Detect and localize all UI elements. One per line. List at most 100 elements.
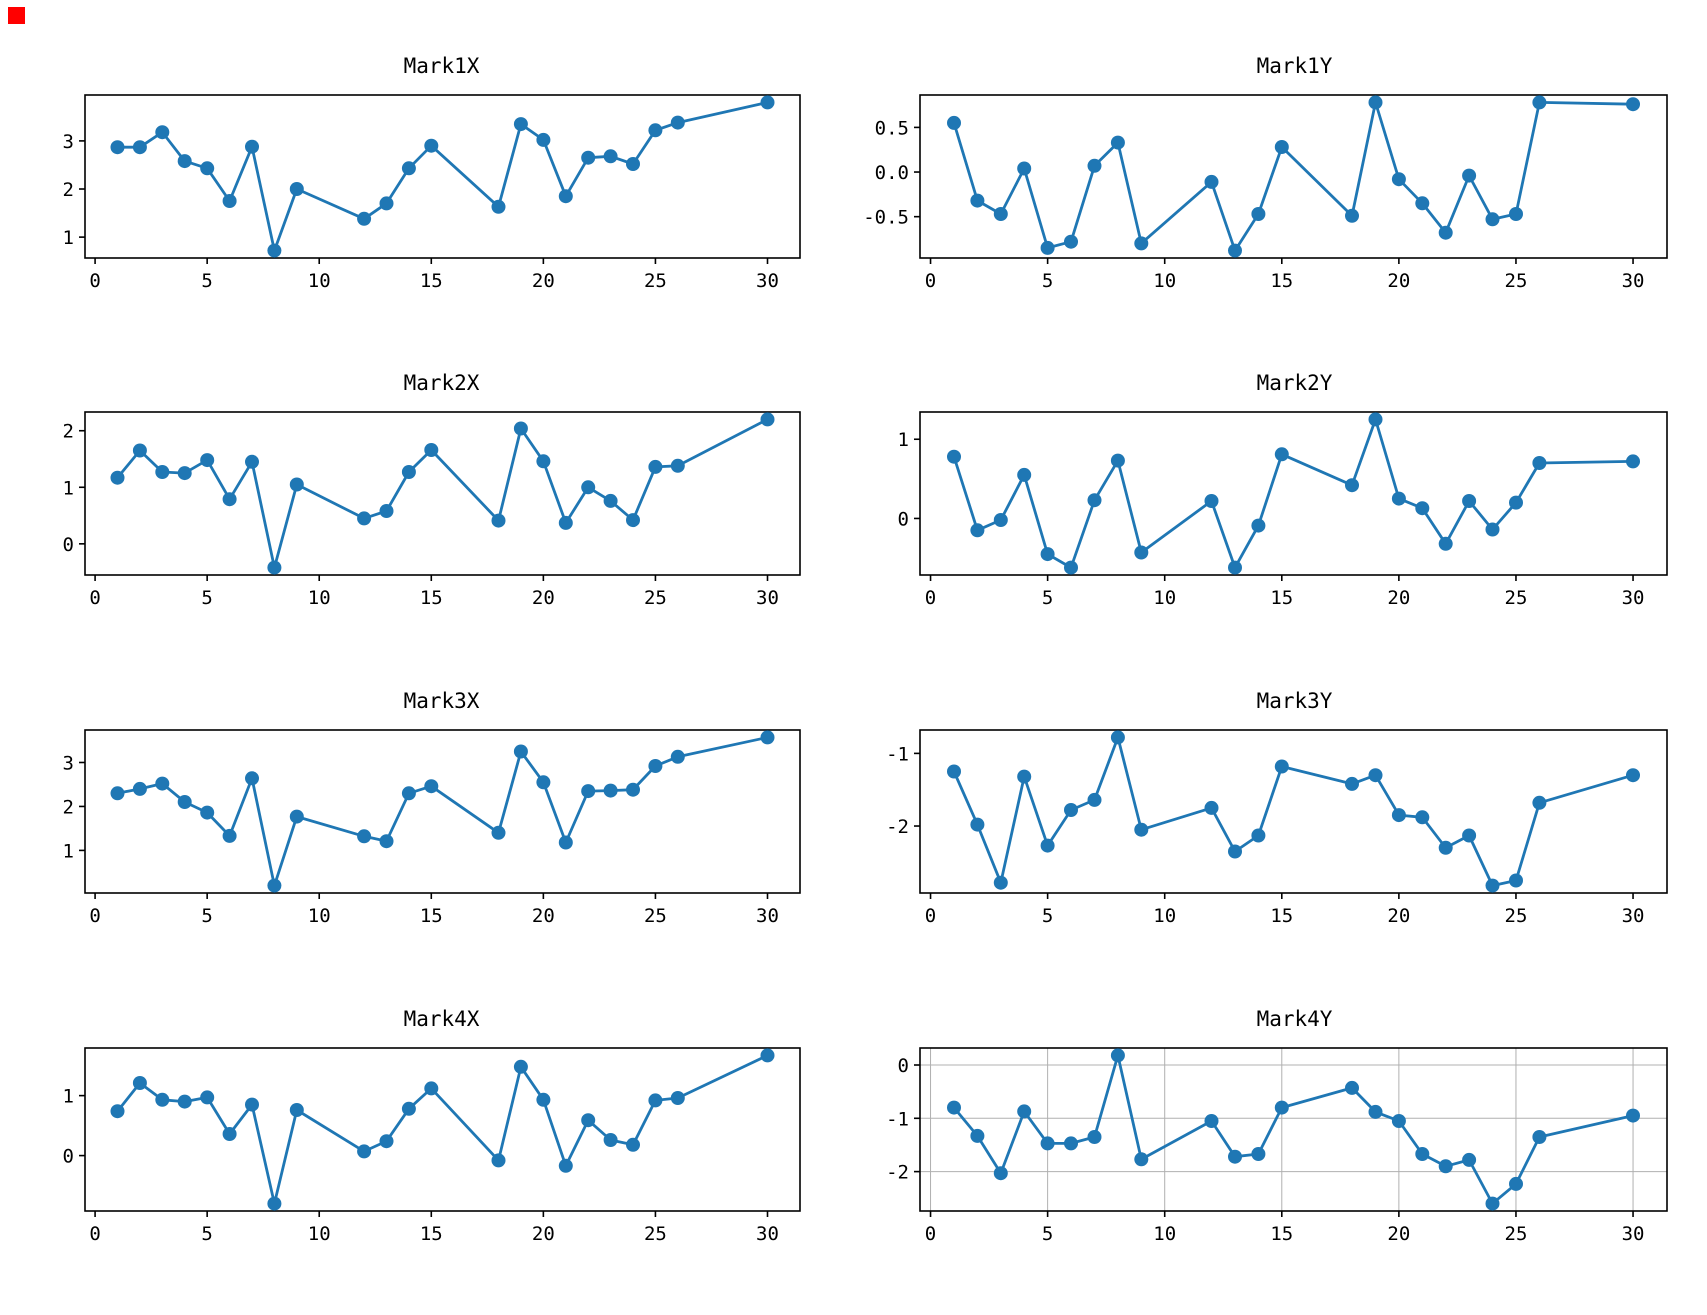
data-point	[357, 511, 372, 526]
data-point	[289, 809, 304, 824]
data-point	[1485, 878, 1500, 893]
data-point	[401, 465, 416, 479]
data-point	[1228, 560, 1242, 575]
data-point	[424, 1081, 439, 1096]
x-tick-label: 10	[308, 1223, 331, 1245]
data-point	[200, 1090, 215, 1105]
chart-panel-mark2x: Mark2X 0 5 10 15 20 25 30 0 1 2	[0, 317, 854, 647]
data-point	[401, 1101, 416, 1116]
data-point	[132, 1076, 147, 1090]
data-point	[970, 523, 985, 538]
series-line	[116, 418, 769, 569]
data-point	[222, 492, 237, 507]
data-point	[648, 1093, 663, 1108]
x-tick-label: 0	[925, 905, 936, 927]
axes-border	[84, 94, 801, 259]
y-tick-label: -0.5	[863, 207, 909, 229]
data-point	[1391, 491, 1406, 506]
x-tick-label: 15	[420, 905, 443, 927]
data-point	[603, 783, 618, 798]
data-point	[1626, 1108, 1640, 1123]
series-markers	[947, 1048, 1640, 1211]
data-point	[1415, 810, 1430, 825]
data-point	[401, 161, 416, 176]
x-tick-label: 5	[1042, 587, 1053, 609]
data-point	[267, 243, 282, 258]
x-tick-label: 10	[1153, 587, 1176, 609]
x-tick-label: 15	[420, 270, 443, 292]
series-line	[952, 418, 1635, 569]
data-point	[1251, 207, 1266, 221]
data-point	[760, 95, 775, 110]
x-tick-label: 10	[308, 587, 331, 609]
x-tick-label: 5	[1042, 1223, 1053, 1245]
x-tick-label: 30	[756, 1223, 779, 1245]
data-point	[289, 1103, 304, 1117]
data-point	[1391, 808, 1406, 823]
data-point	[424, 443, 439, 457]
series-line	[952, 1054, 1635, 1205]
data-point	[1017, 161, 1032, 176]
x-tick-label: 0	[89, 1223, 100, 1245]
x-tick-label: 15	[1270, 270, 1293, 292]
data-point	[1087, 792, 1102, 807]
data-point	[1509, 873, 1523, 888]
data-point	[1368, 412, 1383, 427]
series-line	[952, 736, 1635, 887]
y-tick-label: 2	[63, 421, 74, 443]
data-point	[581, 480, 596, 495]
data-point	[1345, 776, 1359, 791]
data-point	[1626, 768, 1640, 783]
x-tick-label: 5	[201, 587, 212, 609]
data-point	[1438, 1159, 1453, 1174]
data-point	[424, 779, 439, 794]
data-point	[1134, 1152, 1149, 1167]
chart-panel-mark1x: Mark1X 0 5 10 15 20 25 30 1 2 3	[0, 0, 854, 330]
data-point	[626, 157, 640, 171]
data-point	[1017, 769, 1032, 784]
data-point	[132, 443, 147, 458]
data-point	[626, 1137, 640, 1152]
data-point	[1087, 158, 1102, 173]
chart-panel-mark3x: Mark3X 0 5 10 15 20 25 30 1 2 3	[0, 635, 854, 965]
x-tick-label: 15	[1270, 1223, 1293, 1245]
data-point	[222, 828, 237, 843]
data-point	[1040, 838, 1055, 853]
data-point	[155, 776, 170, 791]
x-tick-label: 25	[1505, 270, 1528, 292]
data-point	[289, 182, 304, 196]
y-tick-label: 1	[898, 429, 909, 451]
x-tick-label: 15	[1270, 587, 1293, 609]
y-tick-label: 2	[63, 179, 74, 201]
data-point	[670, 458, 685, 473]
data-point	[603, 493, 618, 508]
data-point	[1110, 730, 1125, 745]
data-point	[1110, 453, 1125, 468]
x-tick-label: 20	[532, 587, 555, 609]
data-point	[1368, 1104, 1383, 1119]
data-point	[581, 784, 596, 799]
data-point	[379, 1134, 394, 1149]
data-point	[177, 466, 192, 481]
data-point	[267, 560, 282, 575]
x-tick-label: 20	[532, 905, 555, 927]
data-point	[245, 454, 259, 469]
y-tick-label: -2	[886, 1162, 909, 1184]
x-tick-label: 30	[756, 587, 779, 609]
data-point	[379, 834, 394, 849]
data-point	[558, 1158, 573, 1173]
data-point	[760, 730, 775, 745]
data-point	[1064, 1136, 1078, 1151]
x-tick-label: 10	[1153, 270, 1176, 292]
axes-border	[84, 729, 801, 894]
data-point	[1251, 1147, 1266, 1161]
data-point	[1509, 495, 1523, 510]
x-tick-label: 30	[1622, 905, 1645, 927]
data-point	[1391, 1114, 1406, 1128]
x-tick-label: 30	[756, 270, 779, 292]
chart-title: Mark2Y	[1256, 371, 1333, 395]
series-markers	[110, 412, 775, 575]
data-point	[1438, 536, 1453, 551]
data-point	[1532, 795, 1547, 810]
chart-canvas-mark3y: 0 5 10 15 20 25 30 -2 -1	[886, 729, 1668, 927]
